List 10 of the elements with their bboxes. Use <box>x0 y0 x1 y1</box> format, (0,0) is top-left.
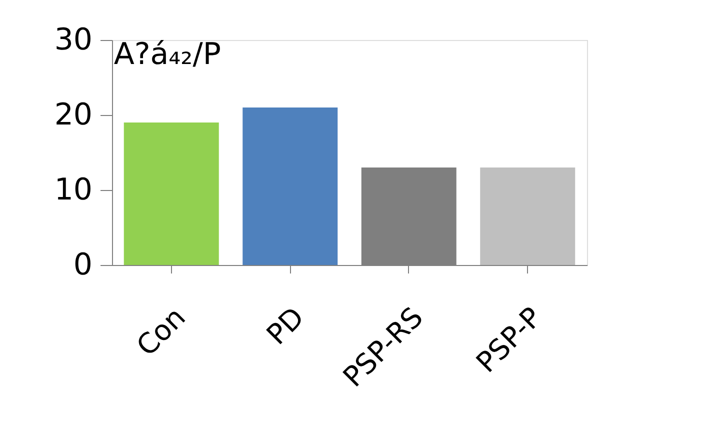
bar <box>242 108 338 265</box>
y-tick-label: 30 <box>54 22 92 58</box>
bar <box>124 122 219 265</box>
y-tick-label: 20 <box>54 98 92 132</box>
y-tick-label: 10 <box>54 172 92 208</box>
bar <box>480 168 576 265</box>
x-tick-label: PD <box>260 300 311 352</box>
y-tick-label: 0 <box>73 248 92 282</box>
x-tick-label: Con <box>130 300 192 362</box>
chart-title: A?á₄₂/P <box>114 37 221 72</box>
